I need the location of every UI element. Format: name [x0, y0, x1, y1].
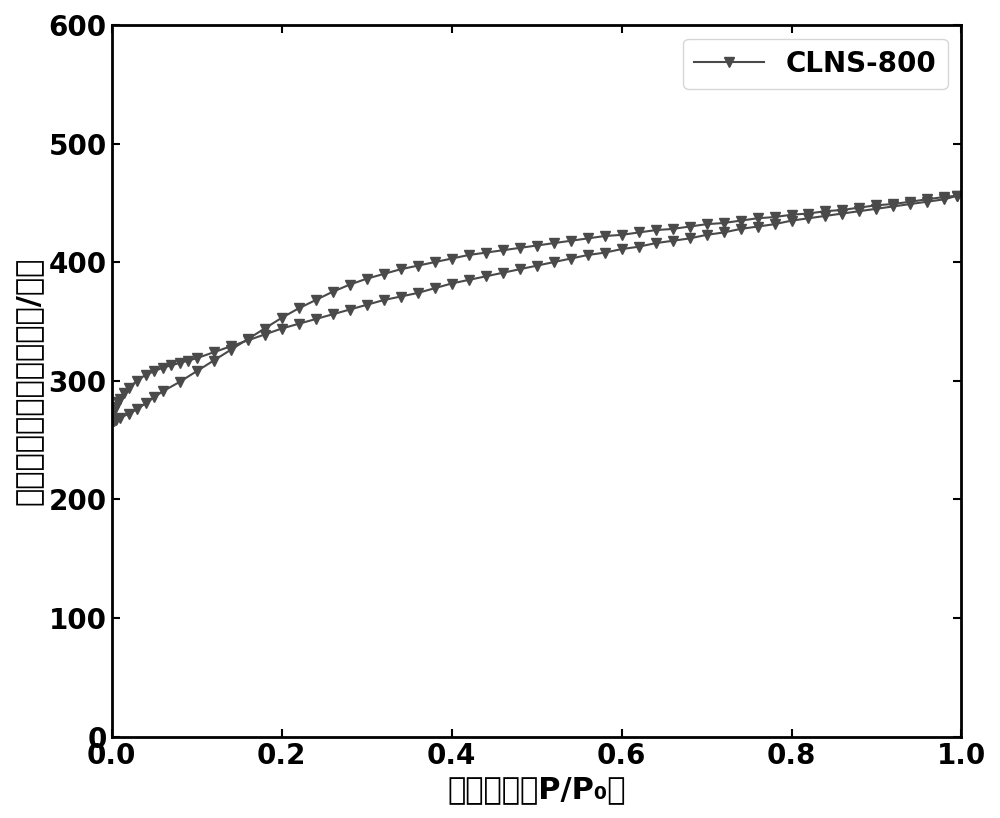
- Line: CLNS-800: CLNS-800: [108, 191, 962, 419]
- CLNS-800: [208, 348, 220, 357]
- CLNS-800: [276, 324, 288, 334]
- Y-axis label: 单位质量体积（立方厘米/克）: 单位质量体积（立方厘米/克）: [14, 257, 43, 505]
- CLNS-800: [951, 191, 963, 200]
- CLNS-800: [242, 335, 254, 345]
- CLNS-800: [106, 409, 118, 419]
- CLNS-800: [582, 250, 594, 260]
- Legend: CLNS-800: CLNS-800: [683, 38, 948, 89]
- X-axis label: 相对压力（P/P₀）: 相对压力（P/P₀）: [447, 775, 626, 804]
- CLNS-800: [293, 319, 305, 329]
- CLNS-800: [157, 363, 169, 373]
